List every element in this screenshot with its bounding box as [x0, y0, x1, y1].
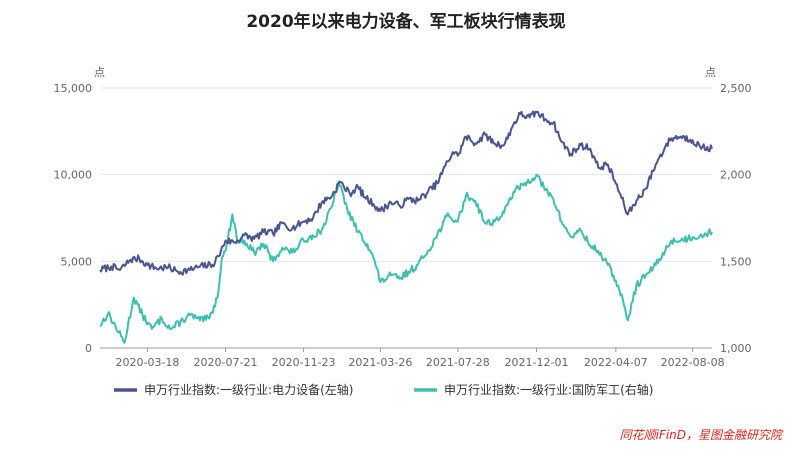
x-tick-label: 2021-07-28 — [426, 356, 490, 369]
left-axis: 0 5,000 10,000 15,000 — [54, 82, 93, 355]
legend-label-power-equipment: 申万行业指数:一级行业:电力设备(左轴) — [144, 382, 353, 397]
left-tick-label: 5,000 — [61, 255, 93, 268]
legend-item-power-equipment[interactable]: 申万行业指数:一级行业:电力设备(左轴) — [114, 382, 353, 397]
right-tick-label: 2,500 — [720, 82, 752, 95]
chart-title: 2020年以来电力设备、军工板块行情表现 — [246, 11, 565, 32]
right-tick-label: 2,000 — [720, 169, 752, 182]
right-tick-label: 1,500 — [720, 255, 752, 268]
right-axis: 1,000 1,500 2,000 2,500 — [720, 82, 752, 355]
x-tick-label: 2022-04-07 — [584, 356, 648, 369]
legend-item-defense[interactable]: 申万行业指数:一级行业:国防军工(右轴) — [414, 382, 653, 397]
source-note: 同花顺iFinD，星图金融研究院 — [620, 428, 784, 442]
x-tick-label: 2020-11-23 — [272, 356, 336, 369]
grid — [100, 87, 712, 349]
x-tick-label: 2021-03-26 — [348, 356, 412, 369]
x-tick-label: 2021-12-01 — [505, 356, 569, 369]
left-tick-label: 0 — [85, 342, 92, 355]
legend: 申万行业指数:一级行业:电力设备(左轴) 申万行业指数:一级行业:国防军工(右轴… — [114, 382, 653, 397]
right-axis-unit: 点 — [705, 66, 716, 79]
x-tick-label: 2022-08-08 — [661, 356, 725, 369]
left-axis-unit: 点 — [94, 66, 105, 79]
x-tick-label: 2020-07-21 — [194, 356, 258, 369]
x-axis: 2020-03-18 2020-07-21 2020-11-23 2021-03-26… — [115, 348, 725, 369]
right-tick-label: 1,000 — [720, 342, 752, 355]
left-tick-label: 10,000 — [54, 169, 93, 182]
series-line-defense — [99, 173, 713, 344]
series-layer — [99, 110, 713, 344]
x-tick-label: 2020-03-18 — [115, 356, 179, 369]
legend-label-defense: 申万行业指数:一级行业:国防军工(右轴) — [444, 382, 653, 397]
series-line-power-equipment — [99, 110, 713, 276]
left-tick-label: 15,000 — [54, 82, 93, 95]
